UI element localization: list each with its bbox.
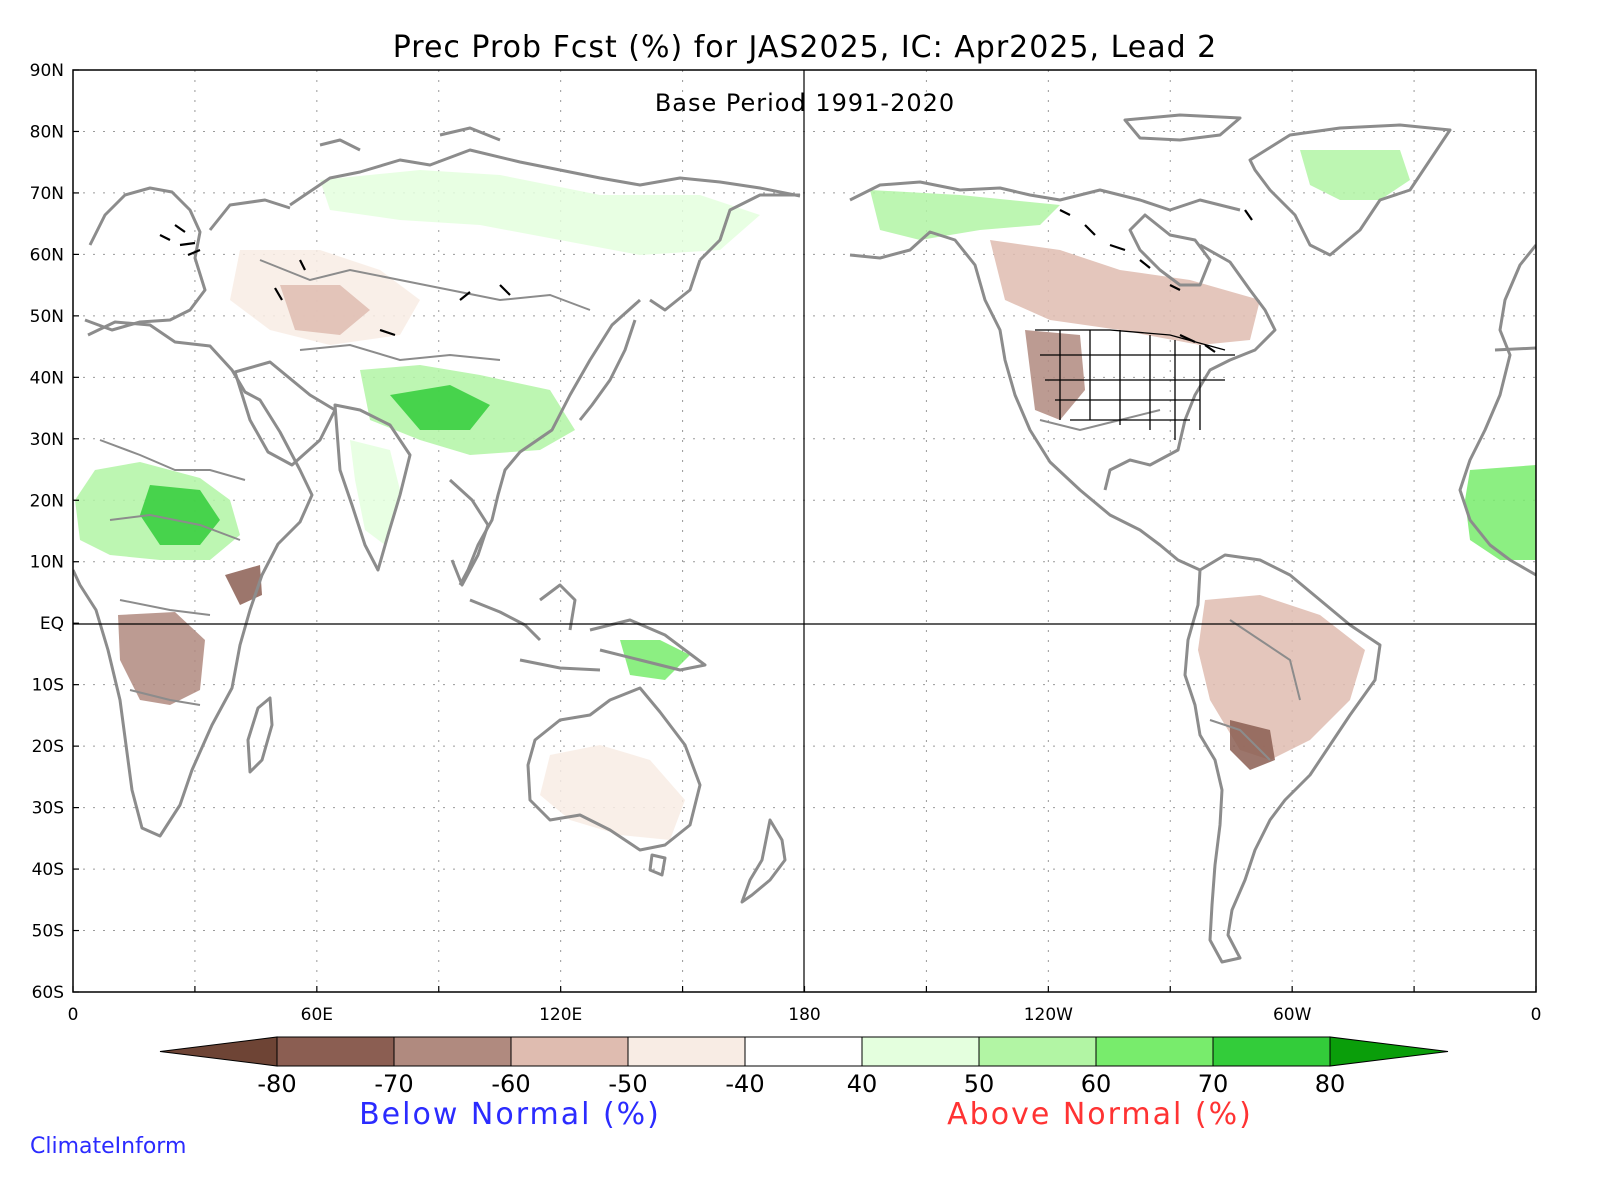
- colorbar-segment: [393, 1036, 512, 1067]
- colorbar-tick-label: -80: [257, 1070, 296, 1098]
- us-state-boundaries: [1035, 329, 1235, 440]
- colorbar-tick-label: -50: [608, 1070, 647, 1098]
- colorbar-tick-label: -40: [725, 1070, 764, 1098]
- longitude-tick-label: 120W: [1024, 1005, 1073, 1025]
- anomaly-region: [280, 285, 370, 335]
- below-normal-label: Below Normal (%): [359, 1097, 661, 1132]
- colorbar-segment: [861, 1036, 980, 1067]
- colorbar-segment: [744, 1036, 863, 1067]
- colorbar-segment: [1095, 1036, 1214, 1067]
- latitude-tick-label: 20N: [30, 491, 64, 511]
- above-normal-label: Above Normal (%): [947, 1097, 1253, 1132]
- colorbar-tick-label: 60: [1081, 1070, 1112, 1098]
- colorbar-segment: [276, 1036, 395, 1067]
- latitude-tick-label: 90N: [30, 61, 64, 81]
- colorbar-segment: [627, 1036, 746, 1067]
- latitude-tick-label: 40N: [30, 368, 64, 388]
- colorbar-arrow-low: [159, 1036, 278, 1067]
- colorbar-tick-label: 80: [1315, 1070, 1346, 1098]
- colorbar-tick-label: -60: [491, 1070, 530, 1098]
- colorbar-segment: [1212, 1036, 1331, 1067]
- colorbar-tick-label: 70: [1198, 1070, 1229, 1098]
- coastlines: [73, 113, 1536, 964]
- latitude-labels: 90N 80N 70N 60N 50N 40N 30N 20N 10N EQ 10S 20S 30S 40…: [30, 61, 79, 1003]
- colorbar-arrow-high: [1329, 1036, 1449, 1067]
- anomaly-region: [140, 485, 220, 545]
- longitude-labels: 0 60E 120E 180 120W 60W 0: [68, 986, 1542, 1025]
- longitude-tick-label: 120E: [539, 1005, 582, 1025]
- latitude-tick-label: 40S: [32, 860, 64, 880]
- anomaly-region: [225, 565, 262, 605]
- anomaly-region: [1300, 150, 1410, 200]
- map-layers: [73, 113, 1536, 964]
- anomaly-region: [990, 240, 1260, 345]
- latitude-tick-label: 60N: [30, 245, 64, 265]
- longitude-tick-label: 60W: [1273, 1005, 1312, 1025]
- anomaly-region: [350, 440, 400, 545]
- longitude-tick-label: 180: [788, 1005, 820, 1025]
- latitude-tick-label: 10N: [30, 553, 64, 573]
- anomaly-region: [1025, 330, 1085, 420]
- colorbar-tick-label: 40: [847, 1070, 878, 1098]
- latitude-tick-label: 30N: [30, 430, 64, 450]
- probability-shading: [75, 150, 1536, 840]
- colorbar-segment: [510, 1036, 629, 1067]
- latitude-tick-label: 20S: [32, 737, 64, 757]
- longitude-tick-label: 0: [68, 1005, 79, 1025]
- colorbar: [159, 1036, 1449, 1067]
- latitude-tick-label: 50S: [32, 922, 64, 942]
- colorbar-ticks: -80 -70 -60 -50 -40 40 50 60 70 80: [257, 1070, 1345, 1098]
- latitude-tick-label: 30S: [32, 799, 64, 819]
- anomaly-region: [320, 170, 760, 255]
- colorbar-segment: [978, 1036, 1097, 1067]
- anomaly-region: [620, 640, 690, 680]
- latitude-tick-label: 70N: [30, 184, 64, 204]
- colorbar-tick-label: -70: [374, 1070, 413, 1098]
- anomaly-region: [118, 612, 205, 705]
- lakes: [159, 209, 1253, 353]
- anomaly-region: [1198, 595, 1365, 760]
- map-title: Prec Prob Fcst (%) for JAS2025, IC: Apr2…: [393, 30, 1218, 65]
- base-period-label: Base Period 1991-2020: [655, 89, 955, 117]
- latitude-tick-label: EQ: [40, 614, 64, 634]
- credit-label: ClimateInform: [30, 1134, 186, 1159]
- latitude-tick-label: 10S: [32, 676, 64, 696]
- country-borders: [99, 259, 1301, 761]
- latitude-tick-label: 60S: [32, 983, 64, 1003]
- longitude-tick-label: 60E: [301, 1005, 333, 1025]
- colorbar-tick-label: 50: [964, 1070, 995, 1098]
- latitude-tick-label: 50N: [30, 307, 64, 327]
- anomaly-region: [390, 385, 490, 430]
- longitude-tick-label: 0: [1531, 1005, 1542, 1025]
- anomaly-region: [870, 190, 1060, 240]
- latitude-tick-label: 80N: [30, 122, 64, 142]
